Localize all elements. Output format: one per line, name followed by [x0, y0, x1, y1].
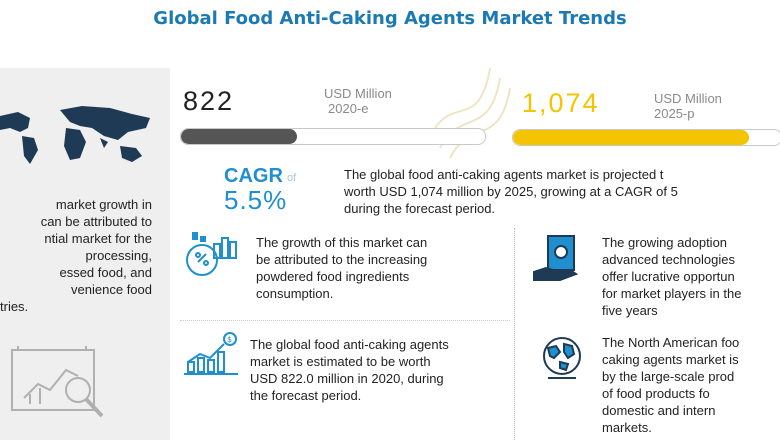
page-title: Global Food Anti-Caking Agents Market Tr…	[153, 8, 627, 29]
cagr-label: CAGR	[224, 165, 283, 187]
svg-text:$: $	[227, 335, 232, 344]
estimate-text-block: The global food anti-caking agents marke…	[250, 337, 449, 403]
stat-2025-value: 1,074	[522, 88, 600, 118]
powder-text-block: The growth of this market can be attribu…	[256, 235, 428, 301]
growth-chart-icon: $	[184, 332, 238, 375]
stat-2025-unit: USD Million 2025-p	[654, 91, 722, 121]
progress-bar-2020	[180, 128, 486, 145]
money-hand-icon	[533, 235, 579, 281]
progress-fill-2020	[181, 129, 297, 144]
row-divider	[180, 320, 510, 321]
north-america-text-block: The North American foo caking agents mar…	[602, 335, 740, 435]
cagr-value: 5.5%	[224, 185, 288, 215]
column-divider	[514, 228, 515, 440]
progress-fill-2025	[513, 130, 749, 145]
left-description: market growth in can be attributed to nt…	[0, 197, 152, 314]
decorative-swirl	[434, 68, 511, 159]
globe-icon	[543, 337, 581, 379]
stat-2020-unit: USD Million 2020-e	[324, 86, 392, 116]
market-summary: The global food anti-caking agents marke…	[344, 167, 678, 216]
left-panel: market growth in can be attributed to nt…	[0, 68, 170, 440]
world-map-icon	[0, 106, 150, 164]
cagr-of: of	[287, 172, 297, 184]
powder-chart-icon	[186, 232, 237, 276]
stat-2020-value: 822	[183, 86, 235, 116]
adoption-text-block: The growing adoption advanced technologi…	[602, 235, 742, 318]
progress-bar-2025	[512, 129, 780, 146]
chart-magnifier-icon	[11, 346, 104, 418]
